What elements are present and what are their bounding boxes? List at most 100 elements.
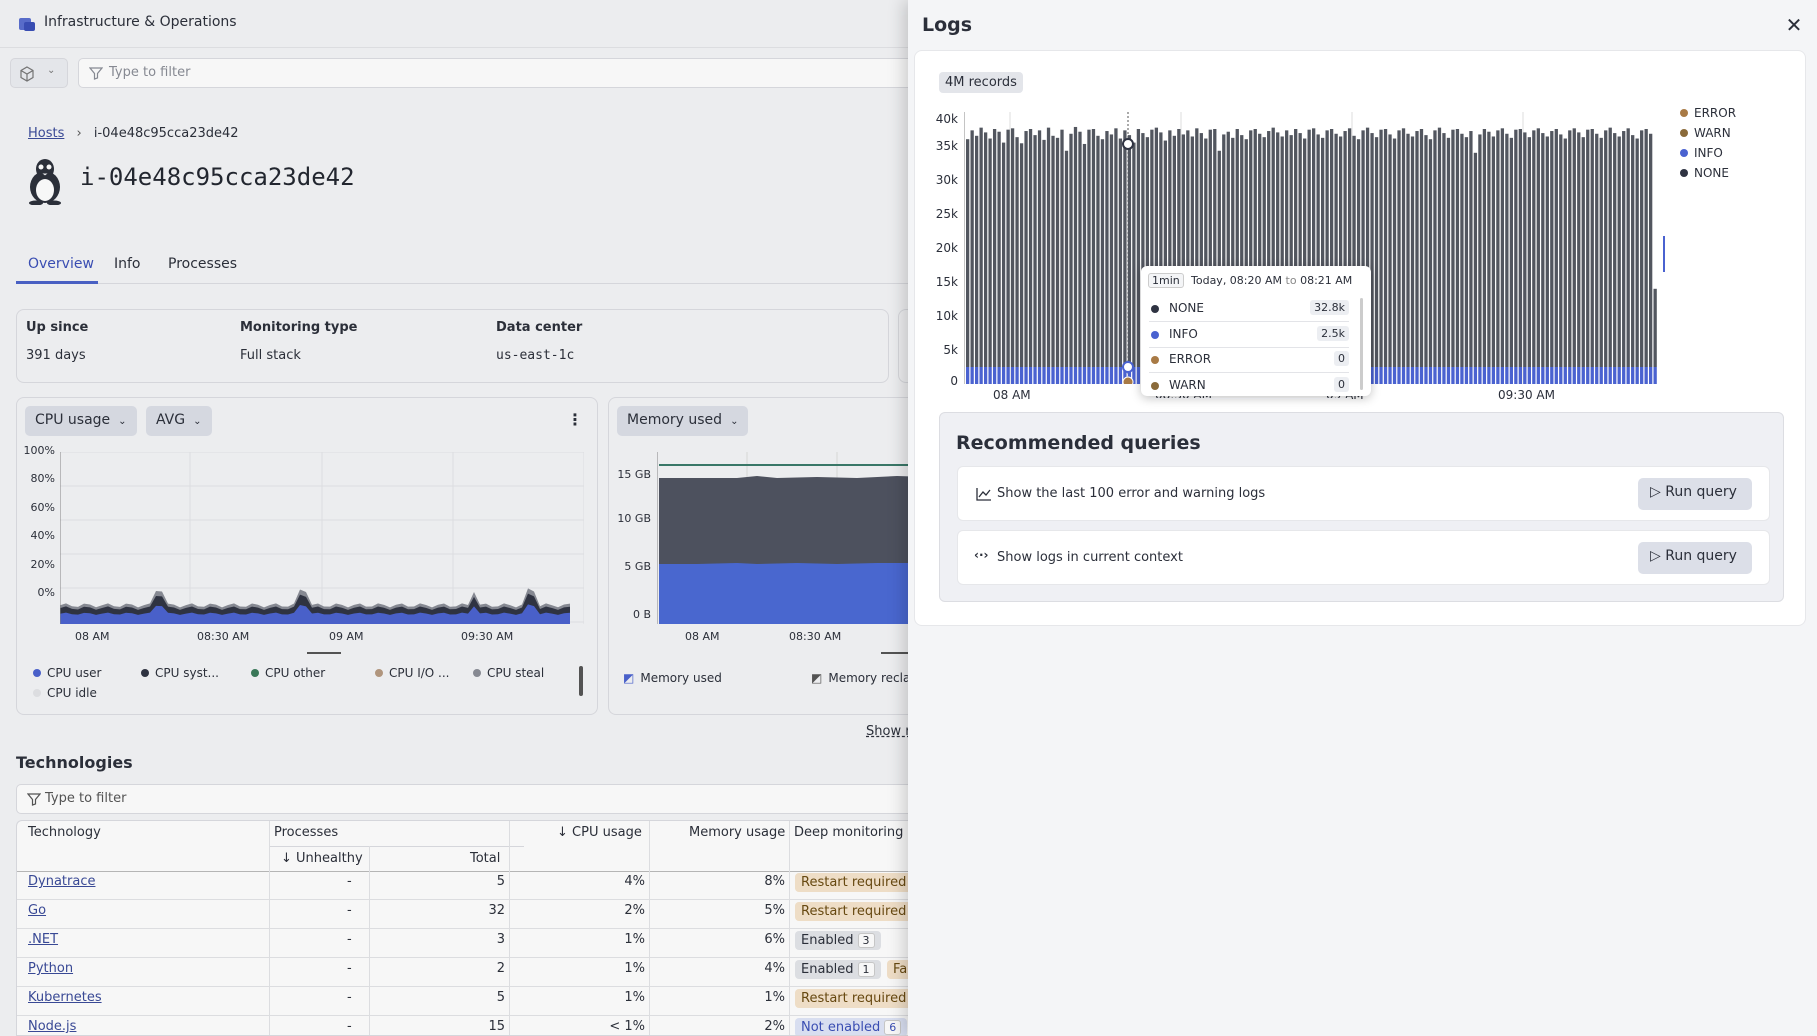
cpu-metric-dropdown[interactable]: CPU usage ⌄ [25, 406, 137, 436]
tab-overview[interactable]: Overview [28, 256, 94, 272]
logs-bar-none [1635, 138, 1639, 367]
memory-reclaimable-legend-label: Memory reclai [828, 671, 914, 685]
logs-bar-none [983, 132, 988, 367]
technologies-filter-input[interactable]: Type to filter [16, 784, 916, 814]
linux-tux-icon [24, 157, 66, 206]
extra-status-badge[interactable]: Fa [887, 960, 914, 979]
logs-bar-info [1415, 367, 1419, 384]
cpu-legend-item[interactable]: CPU user [33, 666, 101, 680]
logs-bar-none [1622, 131, 1626, 367]
logs-bar-info [1392, 367, 1397, 384]
memory-reclaimable-legend[interactable]: ◩ Memory reclai [811, 671, 914, 685]
logs-bar-none [1244, 139, 1248, 367]
close-icon[interactable]: ✕ [1785, 13, 1803, 37]
tooltip-row: INFO 2.5k [1149, 324, 1349, 348]
info-value-up-since: 391 days [26, 348, 86, 363]
logs-bar-none [1469, 131, 1473, 367]
breadcrumb-hosts-link[interactable]: Hosts [28, 126, 65, 141]
logs-bar-none [1433, 130, 1437, 367]
entity-type-selector[interactable]: ⌄ [10, 58, 68, 88]
logs-bar-info [1568, 367, 1572, 384]
hover-point-error [1122, 376, 1134, 384]
header-cpu-usage[interactable]: ↓ CPU usage [557, 825, 642, 840]
logs-bar-none [1451, 129, 1455, 367]
top-filter-input[interactable]: Type to filter [78, 58, 918, 88]
cpu-cell: 2% [624, 903, 645, 918]
memory-usage-chart[interactable] [657, 452, 929, 626]
logs-bar-none [1042, 139, 1046, 367]
header-total[interactable]: Total [470, 851, 501, 866]
cpu-aggregation-dropdown[interactable]: AVG ⌄ [146, 406, 212, 436]
logs-bar-none [1626, 128, 1630, 367]
run-query-button[interactable]: ▷ Run query [1638, 478, 1752, 510]
more-options-icon[interactable]: ⋮ [567, 410, 583, 429]
logs-bar-none [1253, 129, 1257, 367]
header-unhealthy[interactable]: ↓ Unhealthy [281, 851, 363, 866]
tooltip-range-end: 08:21 AM [1300, 274, 1353, 287]
logs-y-tick: 0 [950, 374, 958, 388]
cpu-legend-label: CPU user [47, 666, 102, 680]
logs-bar-none [1334, 133, 1338, 367]
logs-bar-info [1532, 367, 1536, 384]
logs-bar-none [992, 129, 997, 367]
logs-legend-item[interactable]: NONE [1680, 166, 1729, 180]
logs-bar-none [1199, 133, 1203, 367]
logs-bar-info [1046, 367, 1051, 384]
tooltip-range: Today, 08:20 AM to 08:21 AM [1191, 274, 1352, 287]
cpu-legend-item[interactable]: CPU other [251, 666, 325, 680]
cpu-legend-item[interactable]: CPU steal [473, 666, 544, 680]
legend-scrollbar[interactable] [579, 666, 583, 696]
logs-bar-none [1204, 138, 1208, 367]
cpu-legend-item[interactable]: CPU syst... [141, 666, 219, 680]
header-technology[interactable]: Technology [28, 825, 101, 840]
logs-legend-item[interactable]: INFO [1680, 146, 1723, 160]
memory-used-legend[interactable]: ◩ Memory used [623, 671, 722, 685]
logs-bar-info [1577, 367, 1581, 384]
logs-legend-item[interactable]: WARN [1680, 126, 1731, 140]
deep-monitoring-badge[interactable]: Enabled 1 [795, 960, 881, 979]
deep-monitoring-badge[interactable]: Restart required [795, 873, 913, 892]
show-more-link[interactable]: Show r [866, 724, 911, 739]
logs-bar-none [1487, 131, 1491, 367]
logs-bar-info [1042, 367, 1046, 384]
deep-monitoring-badge[interactable]: Enabled 3 [795, 931, 881, 950]
logs-bar-none [1168, 130, 1172, 367]
memory-metric-dropdown[interactable]: Memory used ⌄ [617, 406, 749, 436]
logs-bar-none [1087, 129, 1091, 367]
cpu-legend-item[interactable]: CPU idle [33, 686, 97, 700]
chart-tooltip: 1min Today, 08:20 AM to 08:21 AM NONE 32.… [1141, 266, 1371, 399]
deep-monitoring-badge[interactable]: Restart required [795, 902, 913, 921]
technology-link[interactable]: Node.js [28, 1019, 77, 1034]
cpu-legend-item[interactable]: CPU I/O ... [375, 666, 450, 680]
logs-bar-info [997, 367, 1001, 384]
tab-info[interactable]: Info [114, 256, 141, 272]
logs-bar-info [1374, 367, 1379, 384]
header-deep-monitoring[interactable]: Deep monitoring [794, 825, 904, 840]
logs-bar-info [1010, 367, 1015, 384]
technology-link[interactable]: Kubernetes [28, 990, 102, 1005]
logs-bar-info [1505, 367, 1509, 384]
technology-link[interactable]: Python [28, 961, 74, 976]
technology-link[interactable]: Dynatrace [28, 874, 96, 889]
logs-bar-info [1635, 367, 1639, 384]
cpu-usage-chart[interactable] [60, 452, 584, 624]
technologies-table: Technology Processes ↓ Unhealthy Total ↓… [16, 820, 916, 1036]
memory-x-tick: 08:30 AM [789, 630, 842, 643]
logs-histogram-chart[interactable] [964, 112, 1658, 384]
logs-bar-none [1356, 139, 1361, 367]
logs-bar-none [1631, 135, 1635, 367]
logs-bar-info [1060, 367, 1064, 384]
tooltip-scrollbar[interactable] [1360, 298, 1363, 390]
deep-monitoring-badge[interactable]: Restart required [795, 989, 913, 1008]
technology-link[interactable]: Go [28, 903, 47, 918]
breadcrumb-current: i-04e48c95cca23de42 [93, 126, 239, 141]
code-context-icon: ‹·› [974, 548, 989, 562]
technology-link[interactable]: .NET [28, 932, 59, 947]
tab-processes[interactable]: Processes [168, 256, 238, 272]
deep-monitoring-badge[interactable]: Not enabled 6 [795, 1018, 908, 1035]
chart-scroll-indicator[interactable] [1663, 236, 1665, 272]
header-memory-usage[interactable]: Memory usage [689, 825, 786, 840]
logs-legend-item[interactable]: ERROR [1680, 106, 1736, 120]
run-query-button[interactable]: ▷ Run query [1638, 542, 1752, 574]
logs-bar-info [1482, 367, 1487, 384]
